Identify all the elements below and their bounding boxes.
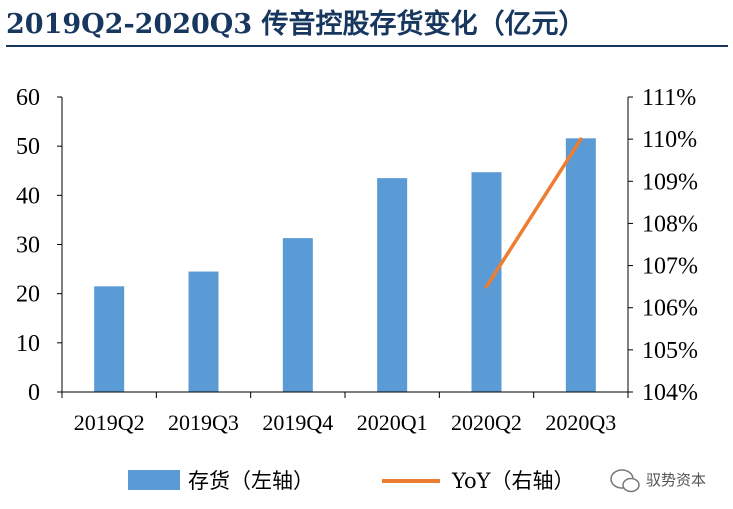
legend-label-yoy: YoY（右轴） <box>451 469 575 493</box>
yoy-line <box>484 137 583 289</box>
watermark-chat-icon <box>610 469 640 493</box>
right-tick-label: 110% <box>642 127 697 153</box>
right-tick-label: 108% <box>642 211 698 237</box>
left-tick-label: 0 <box>28 380 40 406</box>
left-tick-label: 40 <box>16 183 40 209</box>
bar-2019q3 <box>188 271 219 392</box>
left-tick-label: 20 <box>16 282 40 308</box>
left-tick-label: 60 <box>16 85 40 111</box>
left-tick-label: 30 <box>16 233 40 259</box>
bar-2020q3 <box>565 138 596 392</box>
watermark-text: 驭势资本 <box>646 471 706 489</box>
x-tick-label: 2020Q3 <box>545 410 616 435</box>
bar-2020q2 <box>471 172 502 392</box>
right-tick-label: 111% <box>642 85 696 111</box>
bar-2019q2 <box>94 286 125 392</box>
x-tick-label: 2019Q3 <box>168 410 239 435</box>
right-tick-label: 105% <box>642 338 698 364</box>
x-tick-label: 2020Q2 <box>451 410 522 435</box>
x-tick-label: 2019Q2 <box>74 410 145 435</box>
bar-2019q4 <box>282 238 313 392</box>
bar-2020q1 <box>377 178 408 392</box>
legend-swatch-inventory <box>128 470 180 490</box>
left-tick-label: 50 <box>16 134 40 160</box>
left-tick-label: 10 <box>16 331 40 357</box>
title-underline <box>6 45 728 47</box>
chart-title: 2019Q2-2020Q3 传音控股存货变化（亿元） <box>6 9 586 40</box>
right-tick-label: 107% <box>642 254 698 280</box>
right-tick-label: 106% <box>642 296 698 322</box>
x-tick-label: 2019Q4 <box>262 410 333 435</box>
x-tick-label: 2020Q1 <box>357 410 428 435</box>
right-tick-label: 109% <box>642 169 698 195</box>
right-tick-label: 104% <box>642 380 698 406</box>
legend-label-inventory: 存货（左轴） <box>188 469 314 493</box>
